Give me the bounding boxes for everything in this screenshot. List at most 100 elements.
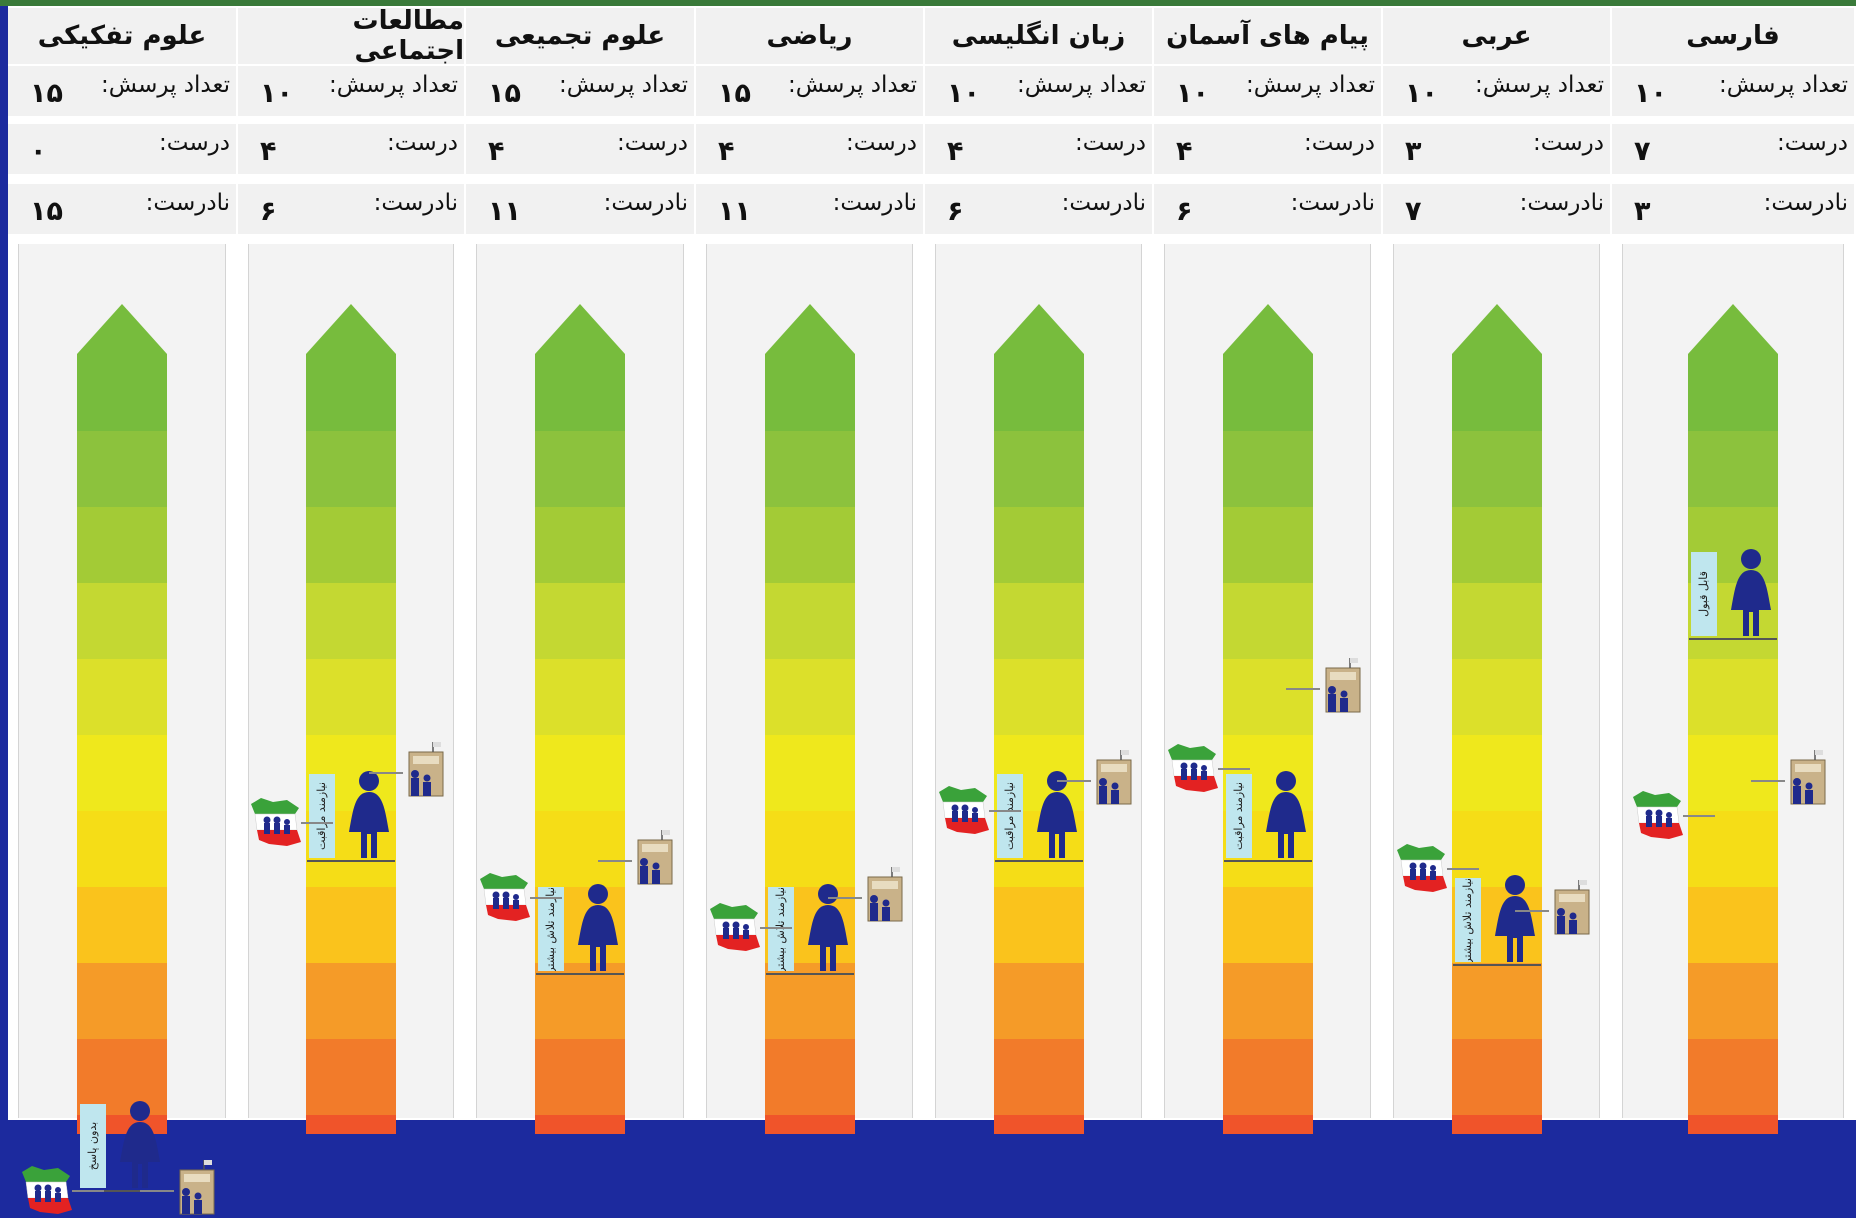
performance-badge: بدون پاسخ [80,1104,106,1188]
correct-count-value: ۰ [30,136,47,167]
level-band [1451,962,1542,1039]
level-band [993,354,1084,431]
wrong-count-value: ۶ [947,196,964,227]
level-band [77,886,167,963]
level-band [764,810,855,887]
arrow-head [306,304,396,354]
student-figure-icon [349,770,389,858]
level-band [1688,734,1778,811]
student-level-line [765,972,854,975]
level-band [306,962,396,1039]
level-band [306,506,396,583]
student-figure-icon [807,883,848,971]
wrong-count-value: ۶ [260,196,277,227]
level-band [77,506,167,583]
level-arrow [306,304,396,1134]
performance-badge: قابل قبول [1691,552,1717,637]
arrow-head [764,304,855,354]
level-arrow [764,304,855,1134]
level-band [1688,1038,1778,1115]
wrong-count-label: نادرست: [145,190,230,216]
level-band [77,1038,167,1115]
country-level-line [1683,815,1715,818]
performance-badge-text: نیازمند مراقبت [1002,781,1016,850]
subject-title: عربی [1383,8,1610,64]
country-level-line [530,897,562,900]
level-band [1688,430,1778,507]
level-arrow [535,304,625,1134]
school-level-line [1056,780,1091,783]
level-band [77,734,167,811]
correct-count-label: درست: [1304,130,1375,156]
wrong-count-label: نادرست: [1519,190,1604,216]
subject-title: علوم تفکیکی [8,8,236,64]
question-count-label: تعداد پرسش: [329,72,458,98]
correct-count-label: درست: [617,130,688,156]
question-count-row: تعداد پرسش: ۱۰ [1154,66,1381,116]
student-level-line [1689,638,1777,641]
level-band [764,658,855,735]
student-figure-icon [1731,549,1771,637]
level-band [1222,658,1313,735]
school-level-line [1751,780,1785,783]
level-band [764,506,855,583]
question-count-value: ۱۵ [30,78,63,109]
question-count-row: تعداد پرسش: ۱۵ [8,66,236,116]
level-band [1451,1114,1542,1134]
question-count-row: تعداد پرسش: ۱۵ [696,66,923,116]
level-band [535,810,625,887]
level-band [77,658,167,735]
level-band [1451,430,1542,507]
level-band [1222,886,1313,963]
performance-badge-text: نیازمند مراقبت [1231,781,1245,850]
school-level-line [827,897,862,900]
subject-title: زبان انگلیسی [925,8,1152,64]
question-count-label: تعداد پرسش: [788,72,917,98]
correct-count-label: درست: [846,130,917,156]
level-band [535,658,625,735]
wrong-count-value: ۶ [1176,196,1193,227]
question-count-value: ۱۰ [1405,78,1438,109]
school-average-icon [1325,658,1360,713]
performance-badge: نیازمند مراقبت [1225,773,1252,858]
level-band [306,658,396,735]
wrong-count-row: نادرست: ۶ [238,184,464,234]
question-count-label: تعداد پرسش: [101,72,230,98]
level-band [993,506,1084,583]
subject-column: علوم تفکیکی تعداد پرسش: ۱۵ درست: ۰ نادرست: ۱۵ ب… [8,6,236,1215]
level-band [306,1038,396,1115]
country-level-line [1217,767,1250,770]
level-band [77,962,167,1039]
level-band [1451,658,1542,735]
level-arrow [1688,304,1778,1134]
level-arrow [1222,304,1313,1134]
level-band [1451,810,1542,887]
subject-title: مطالعات اجتماعی [238,6,464,66]
question-count-value: ۱۵ [488,78,521,109]
correct-count-value: ۴ [718,136,735,167]
level-band [764,354,855,431]
country-level-line [988,809,1021,812]
performance-badge-text: نیازمند مراقبت [315,781,328,850]
level-band [1222,354,1313,431]
level-band [535,734,625,811]
level-band [535,582,625,659]
school-average-icon [1790,750,1826,805]
subject-column: پیام های آسمان تعداد پرسش: ۱۰ درست: ۴ نادرست:… [1154,6,1381,1134]
country-level-line [72,1190,104,1192]
level-band [535,354,625,431]
level-band [1451,734,1542,811]
school-average-icon [637,829,673,885]
country-average-icon [938,785,989,834]
level-band [1222,582,1313,659]
wrong-count-label: نادرست: [1290,190,1375,216]
level-band [1688,658,1778,735]
subject-column: عربی تعداد پرسش: ۱۰ درست: ۳ نادرست: ۷ نیازمند ت… [1383,6,1610,1134]
level-band [306,354,396,431]
level-band [764,1114,855,1134]
wrong-count-row: نادرست: ۱۱ [696,184,923,234]
performance-badge-text: قابل قبول [1697,571,1710,618]
wrong-count-label: نادرست: [1061,190,1146,216]
results-panel: علوم تفکیکی تعداد پرسش: ۱۵ درست: ۰ نادرست: ۱۵ ب… [8,6,1856,1215]
correct-count-label: درست: [1533,130,1604,156]
